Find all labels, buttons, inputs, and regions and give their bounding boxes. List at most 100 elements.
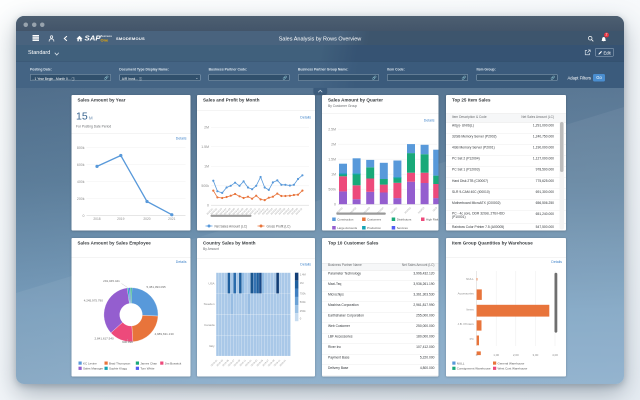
svg-text:2018-09: 2018-09: [234, 359, 242, 367]
svg-text:Canada: Canada: [204, 323, 215, 327]
svg-text:Tom White: Tom White: [140, 367, 155, 371]
svg-text:2018-12: 2018-12: [254, 208, 262, 216]
svg-text:2019-03: 2019-03: [266, 208, 274, 216]
svg-text:2,841,617.540: 2,841,617.540: [95, 337, 115, 341]
svg-text:2018-08: 2018-08: [237, 208, 245, 216]
svg-text:1,00: 1,00: [493, 353, 499, 357]
svg-text:Sophie Klogg: Sophie Klogg: [109, 367, 127, 371]
svg-text:2018-03: 2018-03: [216, 208, 224, 216]
svg-text:5,381,093.095: 5,381,093.095: [147, 285, 167, 289]
svg-text:Construction: Construction: [337, 218, 354, 222]
svg-text:0: 0: [300, 317, 302, 321]
svg-text:0: 0: [476, 353, 478, 357]
svg-text:2019-01: 2019-01: [245, 359, 253, 367]
svg-text:2018-06: 2018-06: [228, 208, 236, 216]
svg-text:2018-09: 2018-09: [241, 208, 249, 216]
svg-text:200k: 200k: [77, 197, 85, 201]
svg-text:250k: 250k: [300, 309, 306, 313]
svg-text:Brad Thompson: Brad Thompson: [109, 361, 131, 365]
svg-text:2019-01: 2019-01: [258, 208, 266, 216]
svg-text:2018-07: 2018-07: [233, 208, 241, 216]
svg-text:2018-11: 2018-11: [250, 208, 258, 216]
svg-text:2018-11: 2018-11: [240, 359, 248, 367]
svg-text:2018-07: 2018-07: [228, 359, 236, 367]
svg-text:0: 0: [334, 202, 336, 206]
svg-text:2019-02: 2019-02: [262, 208, 270, 216]
svg-text:NULL: NULL: [457, 361, 465, 365]
svg-text:2018Q3: 2018Q3: [364, 207, 372, 215]
svg-text:2M: 2M: [204, 126, 209, 130]
svg-text:Services: Services: [397, 226, 409, 230]
svg-text:2019Q3: 2019Q3: [418, 207, 426, 215]
svg-text:2019-11: 2019-11: [274, 359, 282, 367]
svg-text:2019-04: 2019-04: [271, 208, 279, 216]
svg-text:USA: USA: [208, 281, 214, 285]
svg-text:2018-04: 2018-04: [220, 208, 228, 216]
svg-text:2019-09: 2019-09: [268, 359, 276, 367]
svg-text:KC Levine: KC Levine: [83, 361, 97, 365]
svg-text:2019-10: 2019-10: [296, 208, 304, 216]
svg-text:2018-01: 2018-01: [207, 208, 215, 216]
svg-text:750k: 750k: [300, 292, 306, 296]
svg-text:Sweden: Sweden: [204, 302, 215, 306]
svg-text:2019: 2019: [433, 207, 439, 213]
svg-text:2.5M: 2.5M: [328, 127, 336, 131]
svg-text:2018-01: 2018-01: [211, 359, 219, 367]
svg-text:2018-03: 2018-03: [217, 359, 225, 367]
svg-text:2019: 2019: [117, 217, 124, 221]
svg-text:2018Q1: 2018Q1: [337, 207, 345, 215]
svg-text:900.990: 900.990: [122, 340, 133, 344]
svg-text:High Risk: High Risk: [426, 218, 439, 222]
svg-text:1M: 1M: [300, 281, 304, 285]
svg-text:1.5M: 1.5M: [201, 145, 209, 149]
svg-text:NULL: NULL: [466, 277, 474, 281]
svg-text:291,045.441: 291,045.441: [103, 279, 120, 283]
svg-text:Net Sales Amount (LC): Net Sales Amount (LC): [215, 224, 248, 228]
svg-text:2019Q2: 2019Q2: [405, 207, 413, 215]
svg-text:Italy: Italy: [209, 344, 215, 348]
svg-text:2019-06: 2019-06: [279, 208, 287, 216]
svg-text:1M: 1M: [204, 165, 209, 169]
svg-text:1M: 1M: [331, 172, 336, 176]
svg-text:2020: 2020: [143, 217, 150, 221]
svg-text:500k: 500k: [201, 184, 209, 188]
svg-text:Gross Profit (LC): Gross Profit (LC): [267, 224, 291, 228]
svg-text:2021: 2021: [168, 217, 175, 221]
svg-text:500k: 500k: [300, 300, 306, 304]
svg-text:J.B. Printers: J.B. Printers: [457, 322, 474, 326]
svg-text:2018-10: 2018-10: [245, 208, 253, 216]
svg-text:Customers: Customers: [367, 218, 382, 222]
svg-text:4,00: 4,00: [552, 353, 558, 357]
svg-text:2018: 2018: [93, 217, 100, 221]
svg-text:800k: 800k: [77, 146, 85, 150]
svg-text:500k: 500k: [328, 187, 336, 191]
svg-text:2019-08: 2019-08: [287, 208, 295, 216]
svg-text:2019-07: 2019-07: [262, 359, 270, 367]
svg-text:James Chan: James Chan: [140, 361, 157, 365]
svg-text:2020-01: 2020-01: [280, 359, 288, 367]
svg-text:2018Q4: 2018Q4: [377, 207, 385, 215]
svg-text:2019-05: 2019-05: [257, 359, 265, 367]
svg-text:2018-02: 2018-02: [211, 208, 219, 216]
svg-text:1.4M: 1.4M: [300, 272, 307, 276]
svg-text:4,989,631.130: 4,989,631.130: [155, 332, 175, 336]
svg-text:2019-09: 2019-09: [291, 208, 299, 216]
svg-text:Sales Manager: Sales Manager: [83, 367, 103, 371]
svg-text:Jim Boswick: Jim Boswick: [165, 361, 182, 365]
svg-text:2M: 2M: [331, 142, 336, 146]
svg-text:Items: Items: [466, 307, 474, 311]
svg-text:0: 0: [207, 203, 209, 207]
svg-text:Production: Production: [367, 226, 381, 230]
svg-text:PC: PC: [470, 337, 475, 341]
svg-text:Accessories: Accessories: [458, 292, 475, 296]
svg-text:400k: 400k: [77, 180, 85, 184]
svg-text:600k: 600k: [77, 163, 85, 167]
svg-text:2019Q1: 2019Q1: [391, 207, 399, 215]
svg-text:1.5M: 1.5M: [328, 157, 336, 161]
svg-text:2,00: 2,00: [513, 353, 519, 357]
svg-text:4,245,975.790: 4,245,975.790: [84, 299, 104, 303]
svg-text:2019-05: 2019-05: [275, 208, 283, 216]
svg-text:2019-07: 2019-07: [283, 208, 291, 216]
svg-text:General Warehouse: General Warehouse: [498, 361, 525, 365]
svg-text:0: 0: [83, 214, 85, 218]
